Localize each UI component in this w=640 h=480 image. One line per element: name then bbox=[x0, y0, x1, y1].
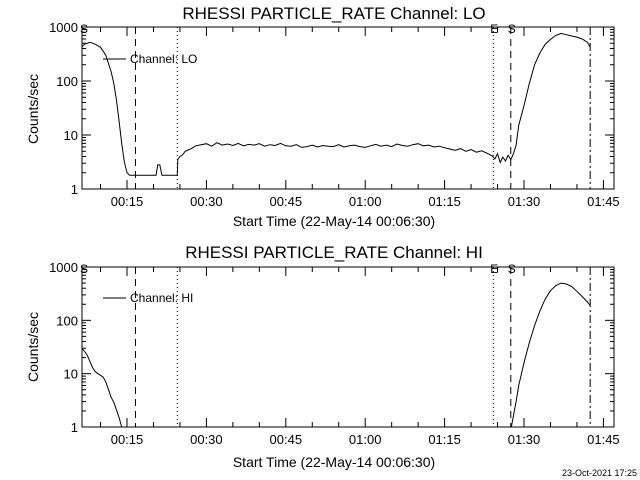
chart-lo-y-tick-label: 1000 bbox=[49, 20, 78, 35]
chart-lo-y-tick-label: 100 bbox=[56, 74, 78, 89]
chart-lo-y-tick-label: 1 bbox=[71, 182, 78, 197]
chart-lo-x-tick-label: 01:15 bbox=[428, 194, 461, 209]
chart-lo-x-tick-label: 00:45 bbox=[270, 194, 303, 209]
chart-lo-panel: RHESSI PARTICLE_RATE Channel: LO Start T… bbox=[25, 4, 620, 229]
chart-hi-marker-label: S bbox=[508, 262, 516, 276]
chart-hi-y-tick-label: 1000 bbox=[49, 260, 78, 275]
chart-hi-x-tick-label: 00:15 bbox=[111, 432, 144, 447]
chart-lo-x-tick-label: 01:45 bbox=[587, 194, 620, 209]
chart-hi-ylabel: Counts/sec bbox=[25, 312, 41, 382]
chart-lo-marker-label: E bbox=[490, 22, 498, 36]
chart-hi-axes-frame bbox=[81, 266, 615, 428]
chart-lo-x-tick-label: 01:00 bbox=[349, 194, 382, 209]
chart-lo-title: RHESSI PARTICLE_RATE Channel: LO bbox=[182, 4, 485, 23]
chart-lo-ylabel: Counts/sec bbox=[25, 74, 41, 144]
chart-hi-marker-label: E bbox=[490, 262, 498, 276]
chart-lo-y-tick-label: 10 bbox=[64, 128, 78, 143]
chart-lo-xlabel: Start Time (22-May-14 00:06:30) bbox=[233, 213, 435, 229]
chart-hi-x-tick-label: 01:00 bbox=[349, 432, 382, 447]
plot-timestamp: 23-Oct-2021 17:25 bbox=[562, 468, 637, 478]
chart-hi-x-tick-label: 00:30 bbox=[190, 432, 223, 447]
chart-hi-x-tick-label: 01:15 bbox=[428, 432, 461, 447]
chart-hi-x-tick-label: 01:45 bbox=[587, 432, 620, 447]
chart-lo-axes-frame bbox=[81, 26, 615, 190]
chart-lo-marker-label: S bbox=[80, 22, 88, 36]
chart-hi-y-tick-label: 10 bbox=[64, 367, 78, 382]
chart-lo-x-tick-label: 00:15 bbox=[111, 194, 144, 209]
chart-lo-marker-label: S bbox=[508, 22, 516, 36]
chart-hi-x-tick-label: 00:45 bbox=[270, 432, 303, 447]
chart-hi-marker-label: S bbox=[80, 262, 88, 276]
chart-hi-xlabel: Start Time (22-May-14 00:06:30) bbox=[233, 454, 435, 470]
chart-lo-series-line bbox=[81, 32, 591, 176]
chart-lo-legend-label: Channel: LO bbox=[130, 52, 197, 66]
chart-hi-panel: RHESSI PARTICLE_RATE Channel: HI Start T… bbox=[25, 243, 620, 470]
chart-hi-title: RHESSI PARTICLE_RATE Channel: HI bbox=[185, 243, 483, 262]
chart-hi-legend-label: Channel: HI bbox=[130, 291, 193, 305]
chart-hi-series-line bbox=[81, 282, 591, 428]
chart-hi-y-tick-label: 100 bbox=[56, 313, 78, 328]
chart-lo-x-tick-label: 00:30 bbox=[190, 194, 223, 209]
chart-hi-y-tick-label: 1 bbox=[71, 420, 78, 435]
chart-hi-x-tick-label: 01:30 bbox=[508, 432, 541, 447]
chart-lo-x-tick-label: 01:30 bbox=[508, 194, 541, 209]
